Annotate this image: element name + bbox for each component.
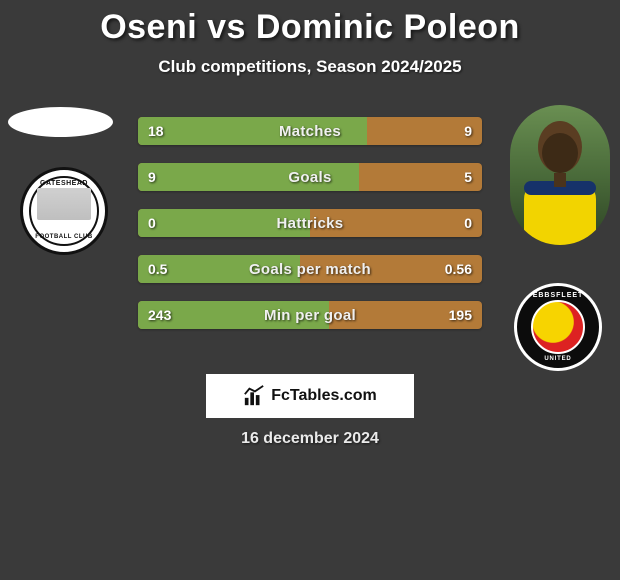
club-crest-right: EBBSFLEET UNITED xyxy=(514,283,602,371)
stat-label: Goals per match xyxy=(138,255,482,283)
crest-left-name: GATESHEAD xyxy=(31,180,97,187)
crest-right-name: EBBSFLEET xyxy=(517,292,599,299)
brand-chart-icon xyxy=(243,385,265,407)
stat-label: Hattricks xyxy=(138,209,482,237)
crest-right-sub: UNITED xyxy=(517,356,599,362)
player-left-avatar xyxy=(8,107,113,137)
brand-text: FcTables.com xyxy=(271,387,377,405)
stat-bar: 0Hattricks0 xyxy=(138,209,482,237)
stat-bar: 9Goals5 xyxy=(138,163,482,191)
brand-box: FcTables.com xyxy=(206,374,414,418)
stat-bar: 0.5Goals per match0.56 xyxy=(138,255,482,283)
stat-bar: 243Min per goal195 xyxy=(138,301,482,329)
stat-label: Min per goal xyxy=(138,301,482,329)
stat-right-value: 0.56 xyxy=(445,255,472,283)
subtitle: Club competitions, Season 2024/2025 xyxy=(0,57,620,77)
player-right-avatar xyxy=(510,105,610,245)
page-title: Oseni vs Dominic Poleon xyxy=(0,0,620,47)
comparison-panel: GATESHEAD FOOTBALL CLUB EBBSFLEET UNITED xyxy=(0,97,620,377)
footer-date: 16 december 2024 xyxy=(0,430,620,448)
stat-label: Goals xyxy=(138,163,482,191)
stat-bars: 18Matches99Goals50Hattricks00.5Goals per… xyxy=(138,117,482,347)
stat-label: Matches xyxy=(138,117,482,145)
crest-left-sub: FOOTBALL CLUB xyxy=(31,234,97,240)
stat-right-value: 195 xyxy=(449,301,472,329)
club-crest-left: GATESHEAD FOOTBALL CLUB xyxy=(20,167,108,255)
stat-right-value: 9 xyxy=(464,117,472,145)
stat-bar: 18Matches9 xyxy=(138,117,482,145)
stat-right-value: 5 xyxy=(464,163,472,191)
stat-right-value: 0 xyxy=(464,209,472,237)
